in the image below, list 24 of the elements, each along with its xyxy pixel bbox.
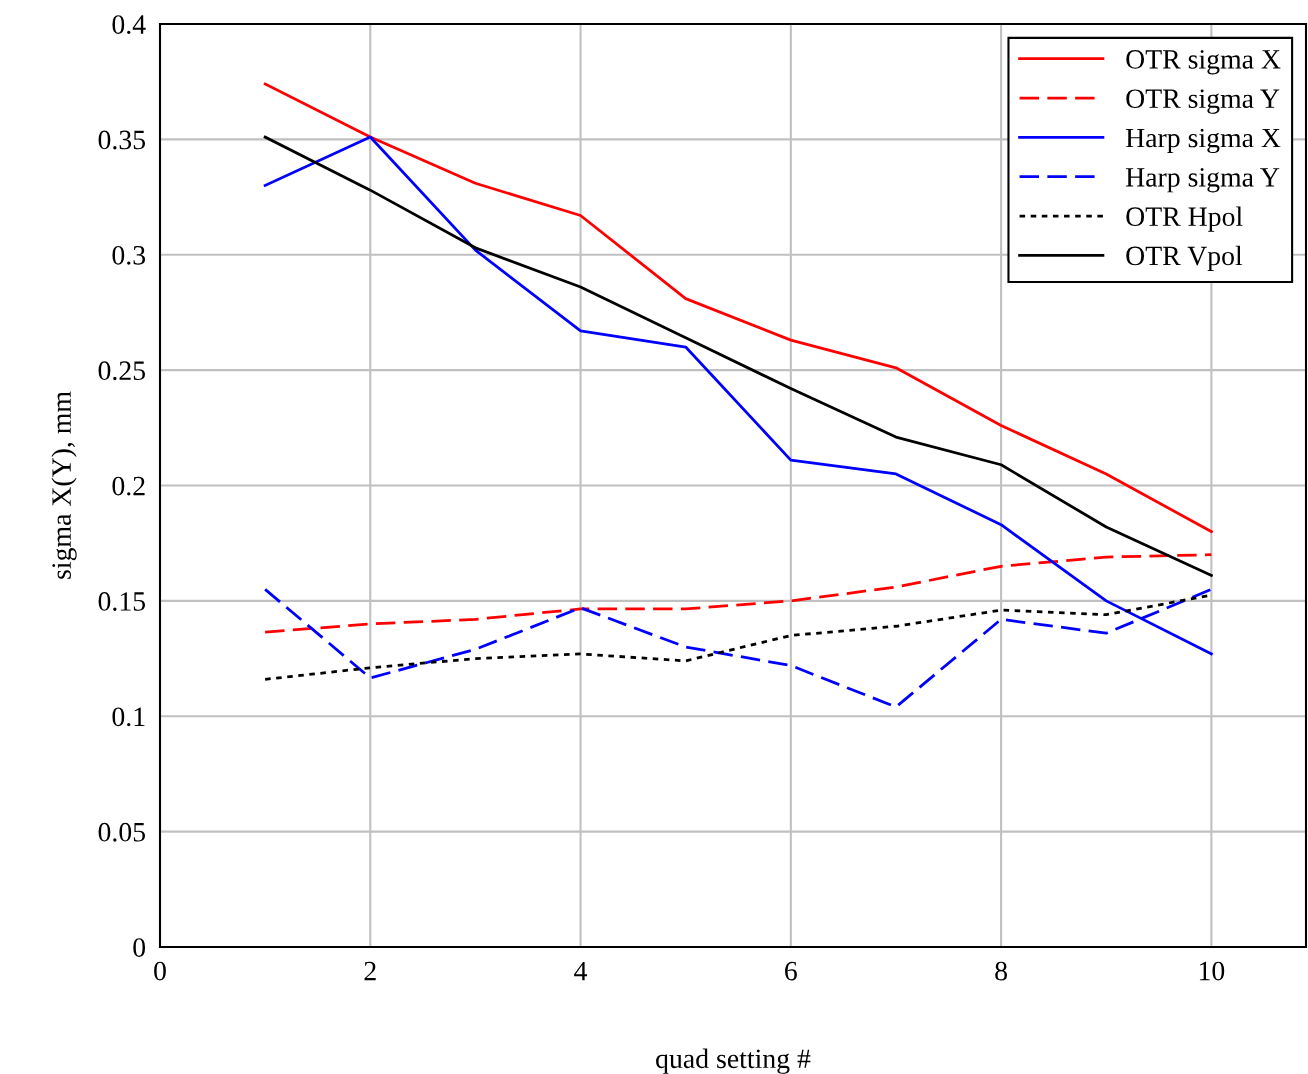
x-tick-label: 0	[154, 961, 166, 981]
y-tick-label: 0.3	[112, 245, 146, 265]
x-tick-label: 2	[364, 961, 376, 981]
legend-label: OTR sigma X	[1126, 50, 1281, 75]
x-tick-label: 10	[1199, 961, 1225, 981]
x-tick-label: 6	[785, 961, 797, 981]
y-tick-label: 0.15	[98, 592, 146, 611]
y-tick-label: 0.2	[112, 476, 145, 496]
y-axis-title: sigma X(Y), mm	[51, 391, 77, 579]
legend-label: OTR Hpol	[1126, 206, 1243, 232]
legend-label: Harp sigma Y	[1125, 168, 1280, 193]
y-tick-label: 0.25	[98, 361, 146, 381]
legend-label: OTR Vpol	[1126, 245, 1243, 271]
x-axis-title: quad setting #	[656, 1048, 811, 1074]
y-tick-label: 0.05	[98, 822, 146, 842]
x-tick-label: 8	[995, 961, 1007, 981]
line-series	[263, 553, 1213, 634]
y-tick-label: 0	[133, 938, 146, 957]
legend-label: OTR sigma Y	[1126, 89, 1280, 114]
y-tick-label: 0.35	[98, 130, 146, 150]
y-tick-label: 0.1	[112, 707, 145, 727]
y-tick-label: 0.4	[112, 15, 146, 35]
legend-label: Harp sigma X	[1125, 128, 1281, 154]
x-tick-label: 4	[574, 961, 588, 981]
